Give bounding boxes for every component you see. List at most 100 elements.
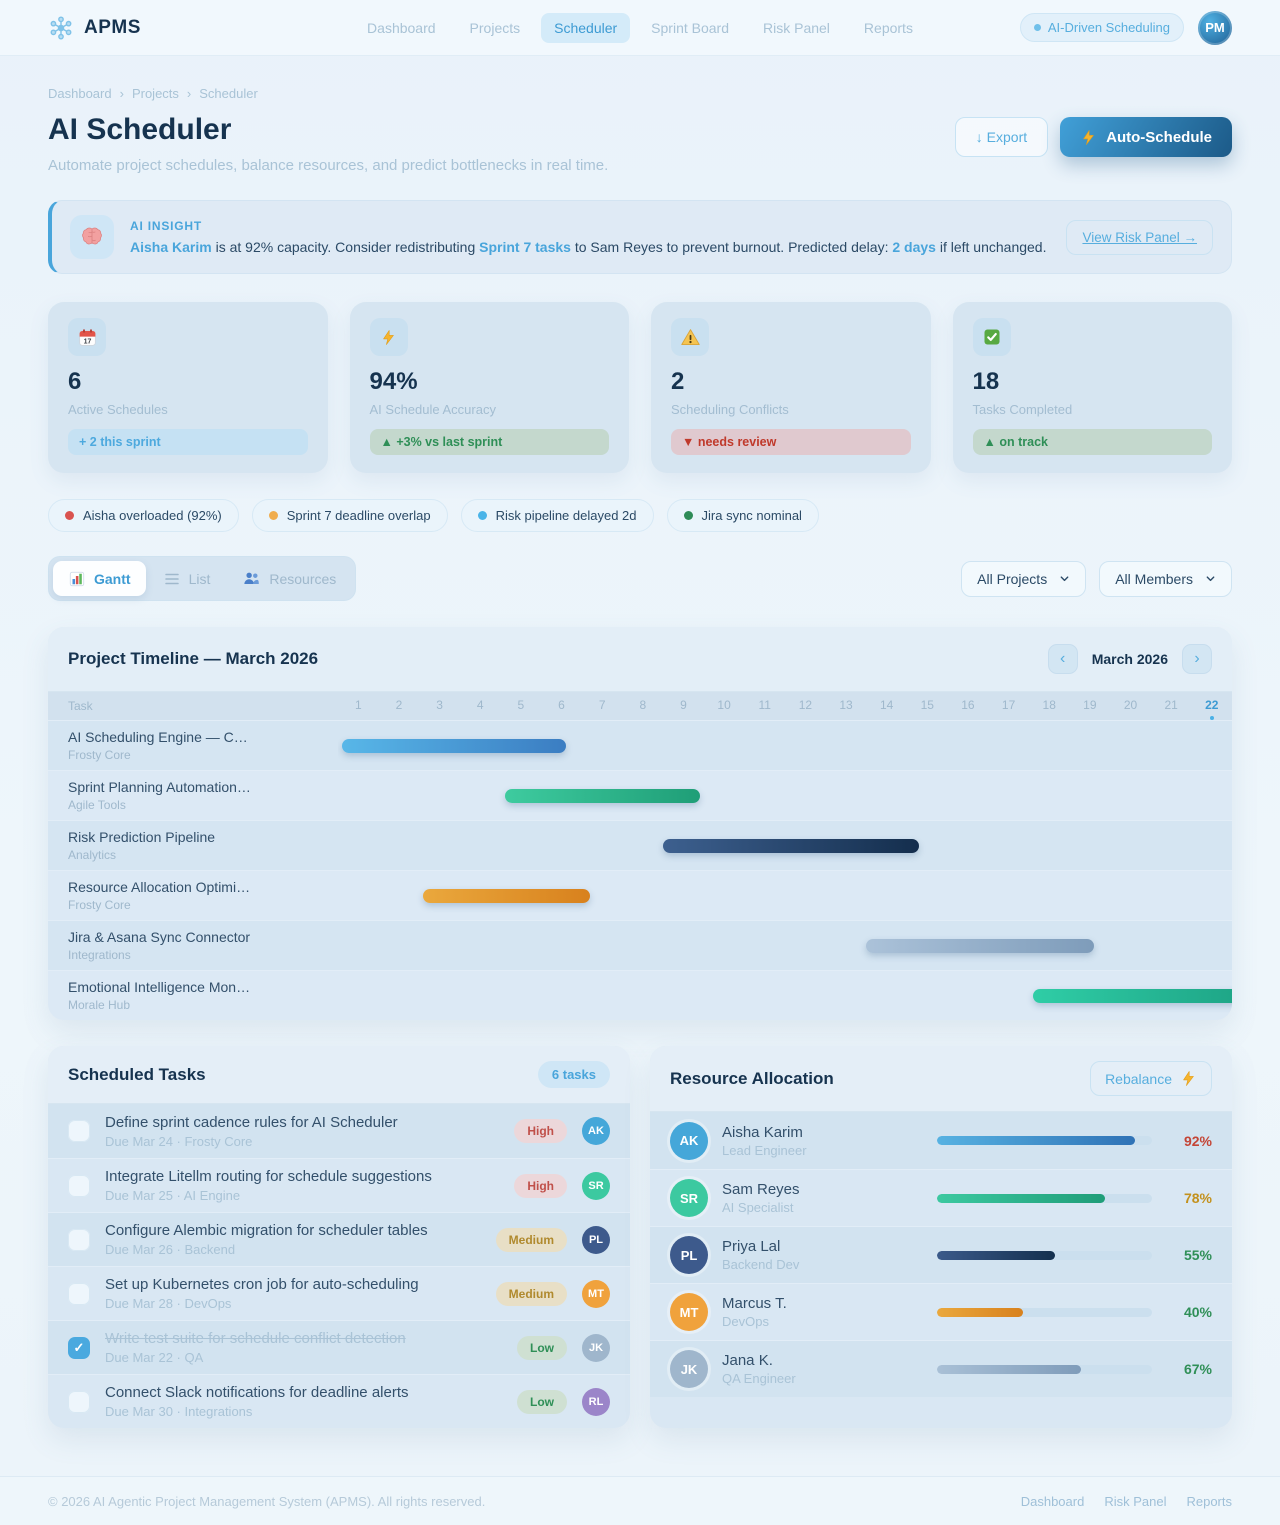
prev-month-button[interactable]: ‹ (1047, 644, 1078, 674)
load-bar-fill (937, 1307, 1023, 1317)
gantt-rows: AI Scheduling Engine — C… Frosty Core Spri… (48, 720, 1232, 1020)
resource-info: Priya Lal Backend Dev (722, 1238, 923, 1272)
gantt-task-name: AI Scheduling Engine — C… (68, 729, 248, 745)
list-icon (163, 570, 181, 588)
nav-item-risk-panel[interactable]: Risk Panel (763, 19, 830, 36)
checkbox-unchecked[interactable] (68, 1228, 90, 1251)
rebalance-button[interactable]: Rebalance (1090, 1061, 1212, 1096)
gantt-bar-resource-allocation-optimi[interactable] (423, 888, 590, 903)
day-4: 4 (476, 698, 484, 712)
checkbox-checked[interactable]: ✓ (68, 1336, 90, 1359)
load-percent: 55% (1183, 1247, 1212, 1263)
gantt-bar-jira-asana-sync-connector[interactable] (866, 938, 1094, 953)
nav-item-scheduler[interactable]: Scheduler (541, 12, 631, 43)
view-risk-panel-link[interactable]: View Risk Panel → (1066, 219, 1213, 255)
next-month-button[interactable]: › (1182, 644, 1212, 674)
gantt-bar-emotional-intelligence-mon[interactable] (1032, 988, 1232, 1003)
gantt-row-ai-scheduling-engine-c: AI Scheduling Engine — C… Frosty Core (48, 720, 1232, 770)
checkbox-unchecked[interactable] (68, 1282, 90, 1305)
assignee-avatar: SR (582, 1171, 610, 1200)
checkbox-unchecked[interactable] (68, 1174, 90, 1197)
resource-info: Jana K. QA Engineer (722, 1352, 923, 1386)
export-button[interactable]: ↓ Export (954, 117, 1049, 157)
day-18: 18 (1042, 698, 1056, 712)
user-avatar[interactable]: PM (1198, 10, 1232, 45)
footer-link-reports[interactable]: Reports (1186, 1493, 1232, 1509)
nav-item-reports[interactable]: Reports (863, 19, 913, 36)
gantt-task-team: Frosty Core (68, 898, 131, 912)
load-bar-track (937, 1136, 1152, 1145)
main-nav: Dashboard Projects Scheduler Sprint Board Ri… (308, 12, 972, 43)
stat-delta-badge: ▼ needs review (671, 429, 911, 455)
gantt-bar-sprint-planning-automation[interactable] (504, 788, 700, 803)
day-11: 11 (758, 698, 771, 712)
task-meta: Due Mar 26 · Backend (105, 1242, 236, 1257)
stat-icon-box (369, 318, 408, 356)
auto-schedule-label: Auto-Schedule (1106, 128, 1212, 146)
checkbox-unchecked[interactable] (68, 1390, 90, 1413)
gantt-panel: Project Timeline — March 2026 ‹ March 20… (48, 627, 1232, 1020)
status-dot-icon (683, 511, 693, 520)
footer-link-dashboard[interactable]: Dashboard (1020, 1493, 1085, 1509)
resource-name: Marcus T. (722, 1295, 787, 1312)
gantt-bar-ai-scheduling-engine-c[interactable] (342, 738, 566, 753)
svg-text:17: 17 (83, 338, 91, 345)
gantt-bar-risk-prediction-pipeline[interactable] (663, 838, 920, 853)
tab-list[interactable]: List (148, 561, 226, 596)
day-16: 16 (961, 698, 975, 712)
tab-label: Gantt (94, 570, 131, 587)
footer-link-risk-panel[interactable]: Risk Panel (1104, 1493, 1167, 1509)
checkbox-unchecked[interactable] (68, 1120, 90, 1142)
assignee-avatar: RL (582, 1387, 610, 1416)
day-axis: 1 2 3 4 5 6 7 8 9 10 11 12 13 14 15 16 17 18 19 20 21 22 (338, 692, 1232, 720)
check-icon (982, 327, 1002, 347)
stat-value: 6 (68, 368, 82, 395)
resource-info: Marcus T. DevOps (722, 1295, 923, 1329)
resource-avatar: AK (670, 1121, 708, 1160)
status-dot-icon (65, 511, 74, 520)
resource-row-jana-k: JK Jana K. QA Engineer 67% (650, 1340, 1232, 1397)
stat-label: Active Schedules (68, 402, 168, 417)
ai-driven-badge: AI-Driven Scheduling (1019, 13, 1184, 42)
assignee-avatar: MT (582, 1279, 610, 1308)
filter-selects: All Projects All Members (961, 560, 1232, 597)
load-bar-fill (937, 1364, 1082, 1374)
stat-label: Tasks Completed (972, 402, 1073, 417)
resource-name: Sam Reyes (722, 1181, 800, 1198)
gantt-row-label: Emotional Intelligence Mon… Morale Hub (48, 979, 338, 1012)
day-15: 15 (920, 698, 934, 712)
status-pill-label: Sprint 7 deadline overlap (286, 508, 431, 523)
gantt-row-chart (338, 821, 1232, 870)
gantt-row-label: AI Scheduling Engine — C… Frosty Core (48, 729, 338, 762)
tab-label: Resources (269, 570, 337, 587)
chevron-down-icon (1059, 573, 1070, 584)
brand-name: APMS (84, 16, 141, 38)
insight-segment: Aisha Karim (130, 239, 212, 255)
filter-select-all-members[interactable]: All Members (1099, 560, 1232, 597)
breadcrumb-item-dashboard[interactable]: Dashboard (48, 86, 112, 101)
stat-delta-badge: + 2 this sprint (68, 429, 308, 455)
warning-icon (680, 327, 701, 348)
resource-row-aisha-karim: AK Aisha Karim Lead Engineer 92% (650, 1112, 1232, 1169)
gantt-row-chart (338, 771, 1232, 820)
day-2: 2 (395, 698, 403, 712)
status-pill-aisha-overloaded-92: Aisha overloaded (92%) (48, 499, 239, 532)
main-content: Dashboard › Projects › Scheduler AI Schedule… (48, 86, 1232, 1428)
task-count-badge: 6 tasks (537, 1061, 610, 1088)
gantt-row-label: Sprint Planning Automation… Agile Tools (48, 779, 338, 812)
nav-item-projects[interactable]: Projects (469, 19, 521, 36)
tab-resources[interactable]: Resources (227, 561, 351, 596)
day-19: 19 (1083, 698, 1097, 712)
filter-select-all-projects[interactable]: All Projects (961, 560, 1087, 597)
nav-item-dashboard[interactable]: Dashboard (367, 19, 436, 36)
nav-item-sprint-board[interactable]: Sprint Board (651, 19, 729, 36)
brand[interactable]: APMS (48, 15, 308, 41)
chevron-down-icon (1205, 573, 1216, 584)
auto-schedule-button[interactable]: Auto-Schedule (1060, 117, 1232, 157)
tab-gantt[interactable]: Gantt (53, 561, 146, 596)
gantt-task-team: Analytics (68, 848, 117, 862)
ai-insight-label: AI INSIGHT (130, 219, 203, 233)
gantt-task-name: Jira & Asana Sync Connector (68, 929, 251, 945)
breadcrumb-item-projects[interactable]: Projects (131, 86, 179, 101)
resource-role: QA Engineer (722, 1371, 796, 1386)
